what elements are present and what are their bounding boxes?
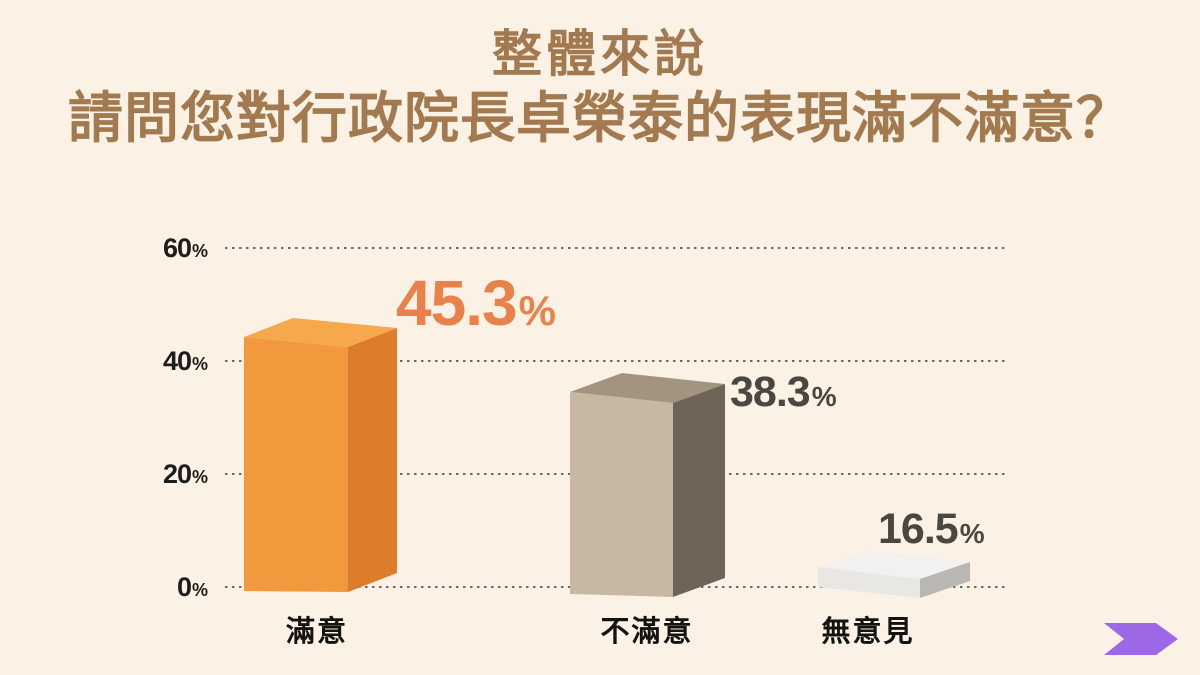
percent-sign: % <box>191 467 208 487</box>
percent-sign: % <box>811 381 837 412</box>
y-axis-tick-value: 20 <box>162 459 192 489</box>
percent-sign: % <box>191 241 208 261</box>
percent-sign: % <box>191 580 208 600</box>
percent-sign: % <box>959 518 985 549</box>
y-axis-tick-value: 40 <box>162 346 192 376</box>
y-axis-tick-0: 0% <box>100 572 208 602</box>
title-line-2: 請問您對行政院長卓榮泰的表現滿不滿意？ <box>67 87 1132 149</box>
page-title: 整體來說 請問您對行政院長卓榮泰的表現滿不滿意？ <box>0 26 1200 150</box>
y-axis-tick-40: 40% <box>100 346 208 376</box>
value-number: 38.3 <box>730 368 811 416</box>
bar-no-opinion-top <box>818 550 970 579</box>
y-axis-tick-value: 60 <box>162 233 192 263</box>
bar-satisfied-side <box>348 328 397 592</box>
y-axis-tick-value: 0 <box>176 572 192 602</box>
value-number: 45.3 <box>396 267 518 339</box>
bar-no-opinion-side <box>920 562 970 598</box>
value-label-no-opinion: 16.5% <box>878 505 985 554</box>
category-label-dissatisfied: 不滿意 <box>600 616 694 648</box>
category-label-satisfied: 滿意 <box>285 616 349 648</box>
bar-no-opinion-front <box>818 567 920 598</box>
bar-satisfied-front <box>244 337 348 592</box>
y-axis-tick-20: 20% <box>100 459 208 489</box>
percent-sign: % <box>518 287 556 334</box>
category-label-no-opinion: 無意見 <box>821 616 915 648</box>
value-number: 16.5 <box>878 505 959 553</box>
value-label-satisfied: 45.3% <box>396 266 556 340</box>
value-label-dissatisfied: 38.3% <box>730 368 837 417</box>
bar-dissatisfied-side <box>673 384 725 597</box>
percent-sign: % <box>191 354 208 374</box>
bar-satisfied-top <box>244 318 397 347</box>
y-axis-tick-60: 60% <box>100 233 208 263</box>
title-line-1: 整體來說 <box>492 26 708 82</box>
bar-dissatisfied-top <box>570 373 725 403</box>
bar-dissatisfied-front <box>570 392 673 597</box>
forward-arrow-icon <box>1104 623 1178 655</box>
